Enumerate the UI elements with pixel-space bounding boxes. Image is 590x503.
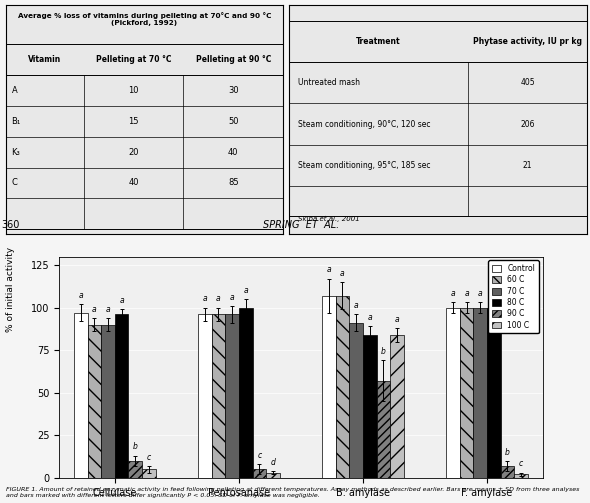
Text: a: a (106, 304, 110, 313)
Text: b: b (505, 448, 510, 457)
Text: a: a (78, 291, 83, 300)
Text: Phytase activity, IU pr kg: Phytase activity, IU pr kg (473, 37, 582, 46)
Text: 40: 40 (128, 179, 139, 188)
Bar (336, 296, 349, 478)
Text: Untreated mash: Untreated mash (298, 78, 360, 88)
Bar (239, 308, 253, 478)
Bar (487, 308, 501, 478)
Bar (376, 381, 390, 478)
Text: Pelleting at 70 °C: Pelleting at 70 °C (96, 55, 171, 64)
Text: Treatment: Treatment (356, 37, 401, 46)
Text: c: c (147, 453, 151, 462)
Text: 30: 30 (228, 86, 238, 95)
Bar (87, 324, 101, 478)
Text: Steam conditioning, 95°C, 185 sec: Steam conditioning, 95°C, 185 sec (298, 161, 431, 170)
Text: a: a (230, 293, 234, 302)
Text: 85: 85 (228, 179, 238, 188)
Text: c: c (257, 451, 261, 460)
Text: FIGURE 1. Amount of retained enzymatic activity in feed following pelleting at d: FIGURE 1. Amount of retained enzymatic a… (6, 487, 579, 498)
Bar (253, 469, 266, 478)
Bar (225, 314, 239, 478)
Text: a: a (326, 266, 331, 275)
Text: a: a (119, 296, 124, 305)
Bar (473, 308, 487, 478)
Y-axis label: % of initial activity: % of initial activity (6, 247, 15, 332)
Text: SPRING  ET  AL.: SPRING ET AL. (263, 220, 339, 230)
Text: a: a (478, 289, 483, 298)
Text: a: a (368, 313, 372, 322)
Text: Skiba et al., 2001: Skiba et al., 2001 (298, 216, 360, 222)
Text: a: a (202, 294, 207, 303)
Text: 206: 206 (520, 120, 535, 129)
Text: d: d (271, 458, 276, 467)
Text: Pelleting at 90 °C: Pelleting at 90 °C (196, 55, 271, 64)
Text: a: a (451, 289, 455, 298)
Text: a: a (340, 269, 345, 278)
Text: A: A (11, 86, 17, 95)
Bar (212, 314, 225, 478)
Text: 15: 15 (128, 117, 139, 126)
Bar (349, 323, 363, 478)
Text: 50: 50 (228, 117, 238, 126)
Text: a: a (395, 315, 399, 324)
Text: Vitamin: Vitamin (28, 55, 61, 64)
Text: 10: 10 (128, 86, 139, 95)
Bar (514, 474, 528, 478)
Text: Steam conditioning, 90°C, 120 sec: Steam conditioning, 90°C, 120 sec (298, 120, 431, 129)
Bar (115, 314, 129, 478)
Bar (142, 469, 156, 478)
Text: 21: 21 (523, 161, 532, 170)
Bar (101, 324, 115, 478)
Text: a: a (244, 286, 248, 295)
Bar (390, 335, 404, 478)
Text: 405: 405 (520, 78, 535, 88)
Text: c: c (519, 459, 523, 468)
Text: K₃: K₃ (11, 147, 20, 156)
Text: a: a (92, 304, 97, 313)
Bar (446, 308, 460, 478)
Bar (74, 313, 87, 478)
Bar (363, 335, 376, 478)
Bar (266, 473, 280, 478)
Bar (198, 314, 212, 478)
Text: C: C (11, 179, 17, 188)
Text: a: a (464, 289, 469, 298)
Bar (460, 308, 473, 478)
Legend: Control, 60 C, 70 C, 80 C, 90 C, 100 C: Control, 60 C, 70 C, 80 C, 90 C, 100 C (488, 261, 539, 333)
Text: B₁: B₁ (11, 117, 21, 126)
Text: a: a (354, 301, 358, 310)
Bar (129, 461, 142, 478)
Text: a: a (216, 294, 221, 303)
Text: 360: 360 (1, 220, 19, 230)
Text: 20: 20 (128, 147, 139, 156)
Bar (322, 296, 336, 478)
Text: b: b (381, 347, 386, 356)
Bar (501, 466, 514, 478)
Text: b: b (133, 443, 137, 452)
Text: Average % loss of vitamins during pelleting at 70°C and 90 °C (Pickford, 1992): Average % loss of vitamins during pellet… (18, 12, 271, 26)
Text: 40: 40 (228, 147, 238, 156)
Text: a: a (491, 289, 496, 298)
